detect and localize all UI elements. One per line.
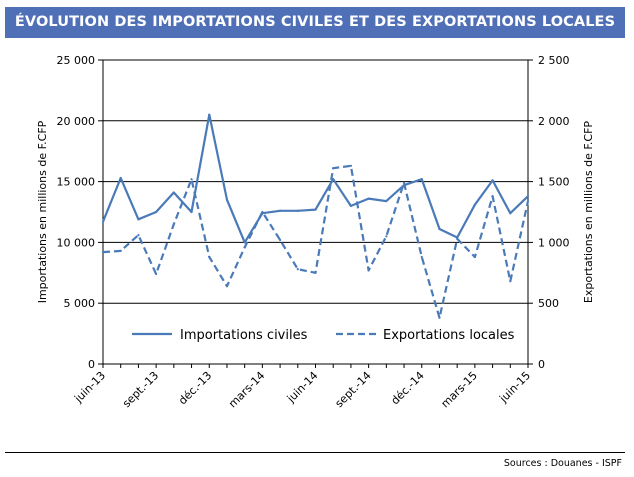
data-point-importations <box>296 209 299 212</box>
y-tick-label-left: 25 000 <box>57 54 96 67</box>
footer-divider <box>5 452 625 453</box>
data-point-importations <box>155 210 158 214</box>
data-point-importations <box>526 195 530 198</box>
data-point-importations <box>208 113 211 116</box>
x-tick-label: mars-14 <box>226 369 267 410</box>
x-tick-label: sept.-13 <box>120 369 161 410</box>
legend-label: Exportations locales <box>383 328 515 343</box>
data-point-importations <box>243 241 246 244</box>
title-bar: ÉVOLUTION DES IMPORTATIONS CIVILES ET DE… <box>5 7 625 38</box>
data-point-exportations <box>172 223 175 226</box>
data-point-importations <box>385 199 388 203</box>
y-tick-label-left: 15 000 <box>57 176 96 189</box>
y-tick-label-right: 1 000 <box>538 236 570 249</box>
data-point-exportations <box>456 237 459 240</box>
x-tick-label: sept.-14 <box>333 369 374 410</box>
data-point-importations <box>278 209 282 212</box>
data-point-importations <box>137 218 140 221</box>
y-tick-label-right: 500 <box>538 297 559 310</box>
data-point-importations <box>438 227 441 231</box>
x-tick-label: déc.-13 <box>176 369 214 407</box>
data-point-exportations <box>367 269 370 272</box>
data-point-importations <box>119 176 122 180</box>
data-point-exportations <box>101 251 105 254</box>
data-point-exportations <box>349 164 353 167</box>
series-line-exportations <box>102 164 530 319</box>
y-axis-title-right: Exportations en millions de F.CFP <box>582 121 595 303</box>
data-point-exportations <box>225 285 229 288</box>
y-tick-label-left: 0 <box>88 358 95 371</box>
data-point-exportations <box>509 280 512 283</box>
data-point-importations <box>420 178 423 181</box>
y-tick-label-right: 2 000 <box>538 115 570 128</box>
data-point-importations <box>367 197 370 200</box>
data-point-exportations <box>119 249 122 253</box>
y-tick-label-left: 5 000 <box>64 297 96 310</box>
data-point-exportations <box>261 210 264 214</box>
data-point-importations <box>332 178 335 181</box>
y-tick-label-left: 10 000 <box>57 236 96 249</box>
y-tick-label-left: 20 000 <box>57 115 96 128</box>
data-point-exportations <box>190 178 193 181</box>
data-point-exportations <box>420 255 423 259</box>
y-axis-title-left: Importations en millions de F.CFP <box>36 120 49 303</box>
y-tick-label-right: 2 500 <box>538 54 570 67</box>
data-point-exportations <box>491 195 494 198</box>
data-point-importations <box>190 210 193 214</box>
data-point-exportations <box>332 167 335 170</box>
data-point-importations <box>491 179 494 182</box>
data-point-exportations <box>314 271 317 274</box>
series-line-importations <box>101 113 529 244</box>
y-tick-label-right: 1 500 <box>538 176 570 189</box>
x-tick-label: juin-14 <box>284 369 321 406</box>
data-point-importations <box>101 220 105 223</box>
data-point-importations <box>225 198 229 201</box>
y-tick-label-right: 0 <box>538 358 545 371</box>
data-point-exportations <box>155 272 158 276</box>
legend-label: Importations civiles <box>180 328 308 343</box>
data-point-exportations <box>278 238 282 242</box>
data-point-exportations <box>526 199 530 203</box>
data-point-exportations <box>385 235 388 238</box>
data-point-exportations <box>137 234 140 237</box>
x-tick-label: mars-15 <box>438 369 479 410</box>
data-point-importations <box>509 212 512 215</box>
source-note: Sources : Douanes - ISPF <box>503 458 622 469</box>
data-point-exportations <box>438 316 441 319</box>
data-point-exportations <box>208 255 211 259</box>
data-point-exportations <box>296 268 299 271</box>
data-point-exportations <box>473 255 476 259</box>
data-point-exportations <box>402 181 406 184</box>
data-point-importations <box>172 191 175 194</box>
x-tick-label: juin-15 <box>496 369 533 406</box>
data-point-importations <box>349 204 353 208</box>
x-tick-label: déc.-14 <box>388 369 426 407</box>
data-point-importations <box>473 203 476 206</box>
chart-title: ÉVOLUTION DES IMPORTATIONS CIVILES ET DE… <box>14 14 616 30</box>
data-point-importations <box>314 208 317 211</box>
x-tick-label: juin-13 <box>71 369 108 406</box>
data-point-exportations <box>243 246 246 249</box>
